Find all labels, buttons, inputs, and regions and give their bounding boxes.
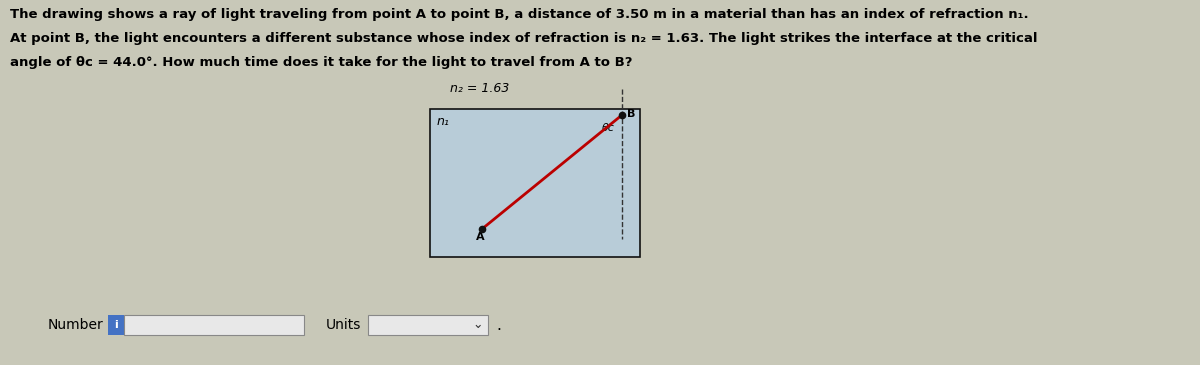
Bar (108, 315, 124, 335)
Text: n₂ = 1.63: n₂ = 1.63 (450, 82, 509, 95)
Bar (368, 315, 488, 335)
Text: n₁: n₁ (437, 115, 450, 128)
Text: B: B (628, 109, 635, 119)
Text: Number: Number (48, 318, 103, 332)
Bar (124, 315, 304, 335)
Text: A: A (475, 232, 485, 242)
Text: θc: θc (602, 123, 614, 133)
Text: i: i (114, 320, 118, 330)
Text: angle of θc = 44.0°. How much time does it take for the light to travel from A t: angle of θc = 44.0°. How much time does … (10, 56, 632, 69)
Text: ⌄: ⌄ (473, 319, 484, 331)
Text: .: . (496, 318, 500, 333)
Text: The drawing shows a ray of light traveling from point A to point B, a distance o: The drawing shows a ray of light traveli… (10, 8, 1028, 21)
Bar (430, 109, 640, 257)
Text: Units: Units (326, 318, 361, 332)
Text: At point B, the light encounters a different substance whose index of refraction: At point B, the light encounters a diffe… (10, 32, 1038, 45)
